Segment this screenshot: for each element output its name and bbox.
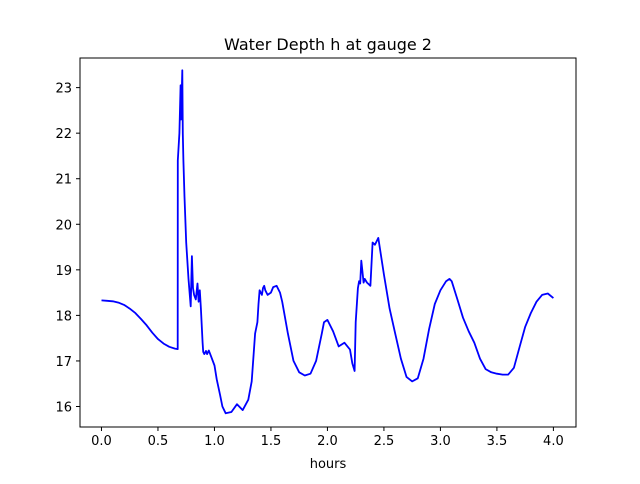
x-tick-label: 1.0 bbox=[204, 434, 225, 449]
x-tick-label: 1.5 bbox=[261, 434, 282, 449]
x-tick-label: 3.5 bbox=[487, 434, 508, 449]
chart-title: Water Depth h at gauge 2 bbox=[224, 35, 432, 54]
y-tick-label: 20 bbox=[55, 218, 72, 233]
x-tick-label: 2.5 bbox=[374, 434, 395, 449]
y-tick-label: 22 bbox=[55, 127, 72, 142]
x-axis-label: hours bbox=[310, 457, 347, 472]
x-tick-label: 0.0 bbox=[91, 434, 112, 449]
y-tick-label: 17 bbox=[55, 355, 72, 370]
plot-frame bbox=[79, 57, 577, 428]
series-line-0 bbox=[101, 69, 554, 415]
y-tick-label: 18 bbox=[55, 309, 72, 324]
x-tick-label: 0.5 bbox=[148, 434, 169, 449]
x-tick-label: 2.0 bbox=[317, 434, 338, 449]
y-tick-label: 21 bbox=[55, 173, 72, 188]
x-tick-label: 3.0 bbox=[430, 434, 451, 449]
y-tick-label: 19 bbox=[55, 264, 72, 279]
plot-layer: 0.0 0.5 1.0 1.5 2.0 2.5 3.0 3.5 4.0 16 17 18 19 20 21 2… bbox=[55, 57, 577, 449]
x-tick-label: 4.0 bbox=[543, 434, 564, 449]
y-tick-label: 23 bbox=[55, 82, 72, 97]
y-tick-label: 16 bbox=[55, 401, 72, 416]
